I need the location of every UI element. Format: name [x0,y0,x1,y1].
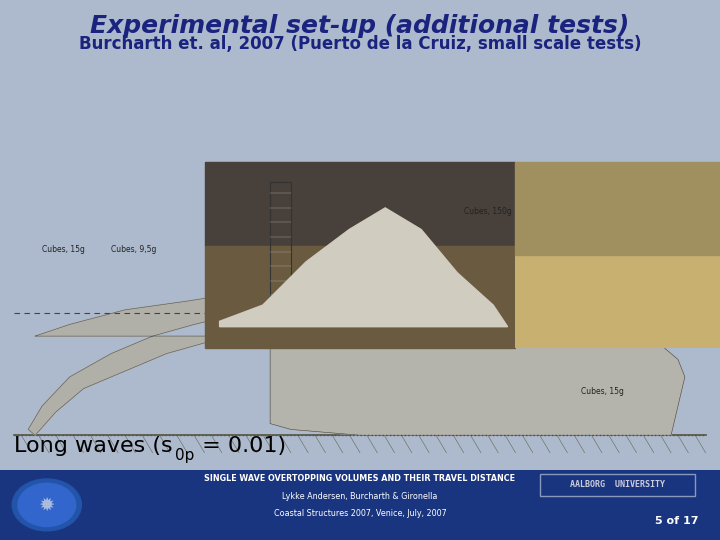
Text: 5 of 17: 5 of 17 [655,516,698,526]
Text: Crushed stone, D₅₀=4,8mm: Crushed stone, D₅₀=4,8mm [287,475,392,484]
Text: Burcharth et. al, 2007 (Puerto de la Cruiz, small scale tests): Burcharth et. al, 2007 (Puerto de la Cru… [78,35,642,53]
Text: Cubes, 9,5g: Cubes, 9,5g [544,475,590,484]
Polygon shape [515,162,720,255]
Bar [515,162,720,348]
Polygon shape [270,196,685,435]
Text: Cubes, 15g: Cubes, 15g [581,387,624,396]
Text: Lykke Andersen, Burcharth & Gironella: Lykke Andersen, Burcharth & Gironella [282,492,438,502]
Polygon shape [270,181,291,304]
Polygon shape [205,162,515,246]
Text: ✹: ✹ [39,495,55,515]
Polygon shape [28,292,264,435]
Polygon shape [205,246,515,348]
Polygon shape [291,202,408,304]
Text: AALBORG  UNIVERSITY: AALBORG UNIVERSITY [570,481,665,489]
Polygon shape [220,208,508,327]
Text: Cubes, 150g: Cubes, 150g [464,207,511,215]
Circle shape [18,483,76,526]
Text: Long waves (s: Long waves (s [14,436,173,456]
Text: Experimental set-up (additional tests): Experimental set-up (additional tests) [91,14,629,37]
Text: Cubes, 9,5g: Cubes, 9,5g [111,245,156,254]
Text: SINGLE WAVE OVERTOPPING VOLUMES AND THEIR TRAVEL DISTANCE: SINGLE WAVE OVERTOPPING VOLUMES AND THEI… [204,474,516,483]
Text: = 0.01): = 0.01) [195,436,287,456]
Circle shape [12,479,81,531]
Text: Cubes, 15g: Cubes, 15g [42,245,85,254]
Polygon shape [243,298,270,304]
Bar [205,162,515,348]
Text: Crushed stone, D₅₀=4,8mm: Crushed stone, D₅₀=4,8mm [52,475,157,484]
Text: Coastal Structures 2007, Venice, July, 2007: Coastal Structures 2007, Venice, July, 2… [274,509,446,518]
Bar [540,474,695,496]
Text: 0p: 0p [175,448,194,463]
Bar [0,470,720,540]
